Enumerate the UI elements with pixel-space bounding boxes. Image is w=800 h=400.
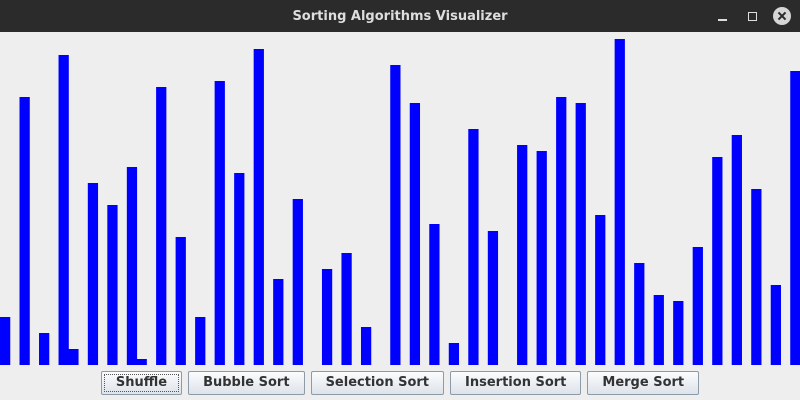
bar-35	[341, 253, 352, 365]
bar-81	[790, 71, 800, 365]
bar-59	[575, 103, 586, 365]
bar-9	[87, 183, 99, 365]
bar-18	[175, 237, 186, 365]
bar-37	[360, 327, 372, 365]
maximize-button[interactable]	[742, 6, 762, 26]
bar-11	[107, 205, 118, 365]
bar-30	[292, 199, 303, 365]
bar-57	[556, 97, 567, 365]
bar-69	[673, 301, 684, 365]
bar-16	[156, 87, 167, 365]
bar-44	[429, 224, 440, 365]
bar-67	[653, 295, 664, 365]
bars-chart	[0, 39, 800, 365]
bar-75	[731, 135, 742, 365]
bar-33	[321, 269, 333, 365]
bars-canvas	[0, 32, 800, 365]
control-toolbar: Shuffle Bubble Sort Selection Sort Inser…	[0, 365, 800, 400]
window-controls	[712, 0, 792, 32]
bar-71	[692, 247, 703, 365]
bar-22	[214, 81, 225, 365]
bar-24	[234, 173, 245, 365]
bar-46	[448, 343, 460, 365]
selection-sort-button[interactable]: Selection Sort	[310, 370, 445, 395]
bar-73	[712, 157, 723, 365]
bar-6	[58, 55, 69, 365]
bar-65	[634, 263, 645, 365]
bar-77	[751, 189, 762, 365]
bar-79	[770, 285, 781, 365]
bar-42	[409, 103, 421, 365]
bar-20	[195, 317, 206, 365]
bar-13	[126, 167, 138, 365]
window-title: Sorting Algorithms Visualizer	[292, 8, 508, 24]
merge-sort-button[interactable]: Merge Sort	[587, 370, 700, 395]
minimize-icon	[717, 19, 727, 21]
bar-40	[390, 65, 401, 365]
bar-7	[68, 349, 79, 365]
close-icon	[773, 7, 791, 25]
shuffle-button[interactable]: Shuffle	[100, 370, 183, 395]
bar-53	[517, 145, 528, 365]
bar-48	[468, 129, 479, 365]
bar-63	[614, 39, 625, 365]
bubble-sort-button[interactable]: Bubble Sort	[188, 370, 305, 395]
bar-26	[253, 49, 264, 365]
bar-61	[595, 215, 606, 365]
title-bar[interactable]: Sorting Algorithms Visualizer	[0, 0, 800, 32]
insertion-sort-button[interactable]: Insertion Sort	[450, 370, 582, 395]
minimize-button[interactable]	[712, 6, 732, 26]
bar-0	[0, 317, 11, 365]
bar-28	[273, 279, 284, 365]
bar-50	[487, 231, 499, 365]
maximize-icon	[747, 11, 757, 21]
bar-2	[19, 97, 30, 365]
bar-14	[136, 359, 147, 365]
bar-55	[536, 151, 547, 365]
bar-4	[39, 333, 50, 365]
close-button[interactable]	[772, 6, 792, 26]
